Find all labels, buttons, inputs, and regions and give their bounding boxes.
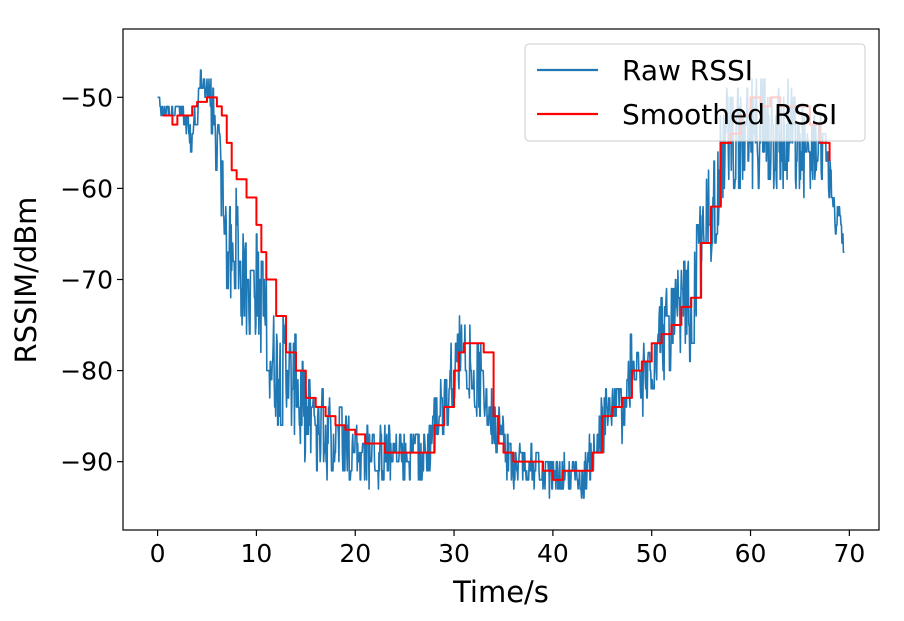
legend-box	[524, 43, 866, 142]
x-tick-label: 30	[438, 539, 470, 568]
x-tick-label: 10	[241, 539, 273, 568]
smoothed-rssi-line	[162, 96, 831, 481]
legend-raw-rssi-label: Raw RSSI	[622, 54, 753, 87]
y-tick-label: −60	[60, 174, 113, 203]
x-axis-title: Time/s	[452, 575, 549, 609]
y-tick-label: −50	[60, 83, 113, 112]
x-tick-label: 70	[833, 539, 865, 568]
x-tick-label: 20	[339, 539, 371, 568]
x-axis-ticks: 0 10 20 30 40 50 60 70	[150, 530, 865, 568]
y-axis-ticks: −90 −80 −70 −60 −50	[60, 83, 123, 477]
y-tick-label: −80	[60, 357, 113, 386]
x-tick-label: 0	[150, 539, 166, 568]
y-axis-title: RSSIM/dBm	[9, 197, 43, 364]
legend: Raw RSSI Smoothed RSSI	[524, 43, 866, 142]
x-tick-label: 50	[636, 539, 668, 568]
x-tick-label: 60	[735, 539, 767, 568]
x-tick-label: 40	[537, 539, 569, 568]
legend-smoothed-rssi-label: Smoothed RSSI	[622, 98, 837, 131]
y-tick-label: −90	[60, 448, 113, 477]
y-tick-label: −70	[60, 266, 113, 295]
